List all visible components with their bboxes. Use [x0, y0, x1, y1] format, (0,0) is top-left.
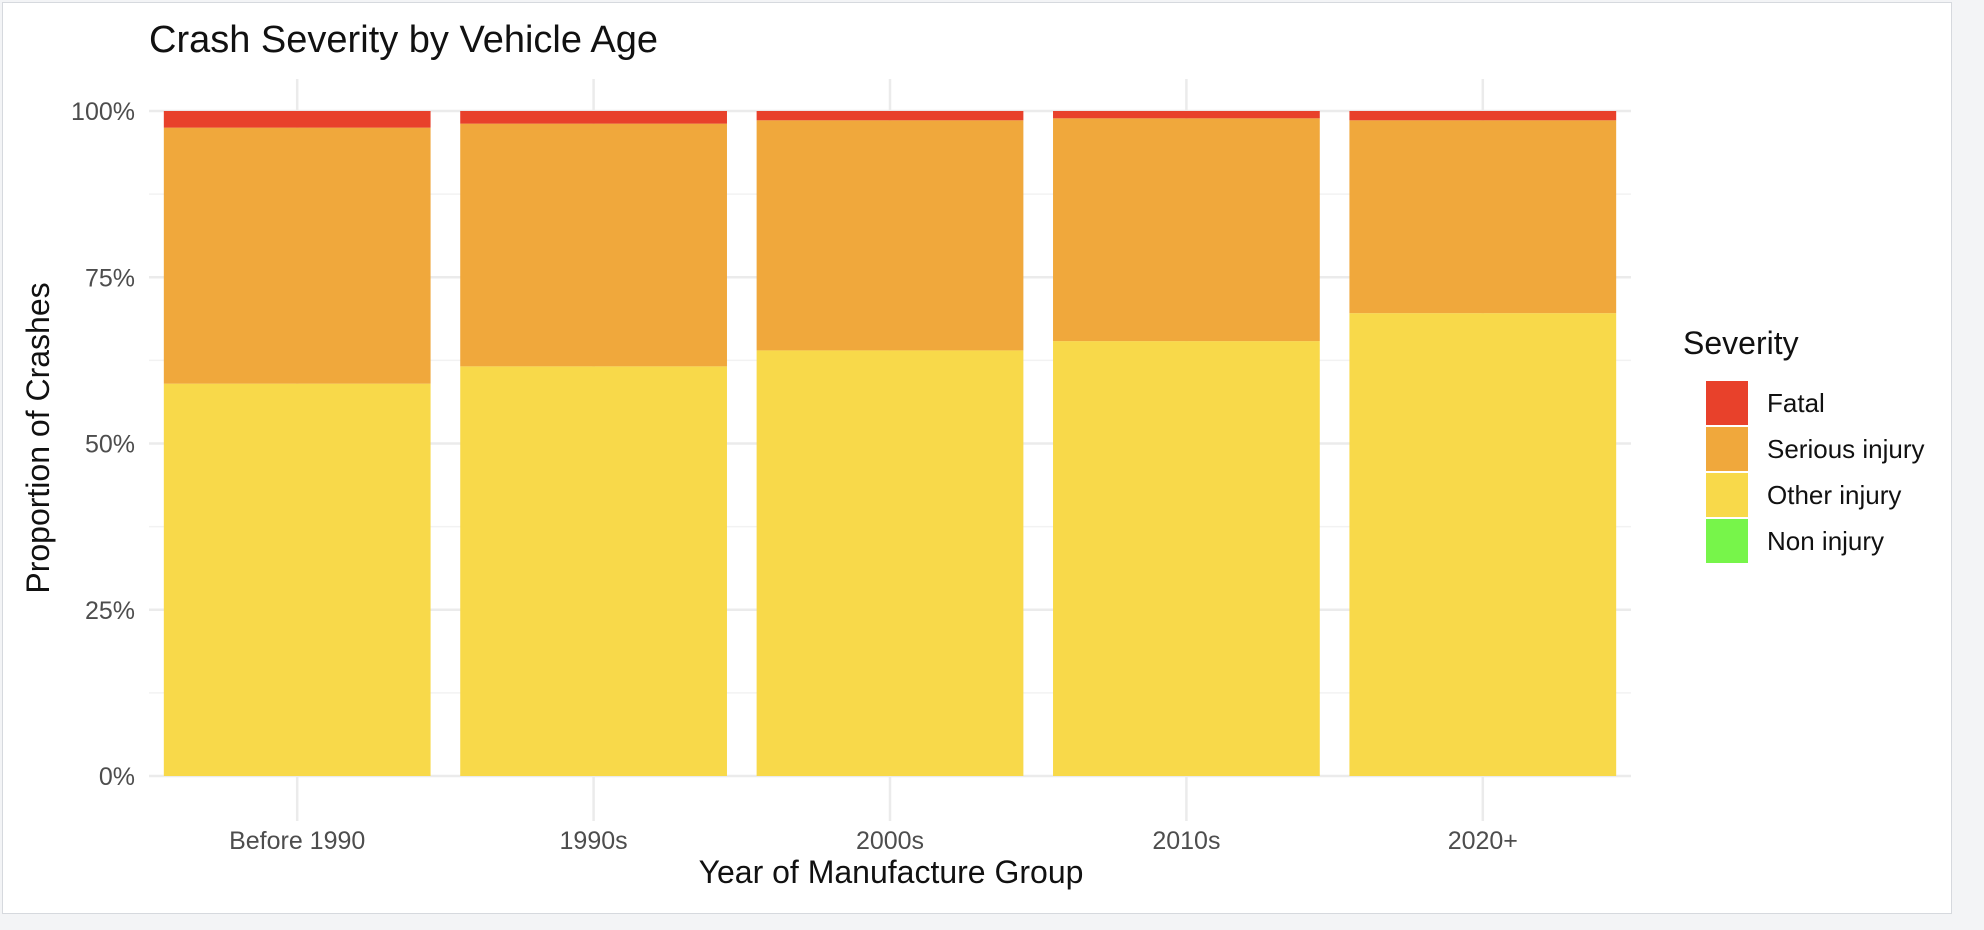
bar-segment-fatal [460, 111, 727, 124]
x-tick-label: Before 1990 [229, 827, 365, 855]
y-tick-label: 50% [85, 431, 135, 459]
y-tick-label: 0% [99, 763, 135, 791]
y-axis-title: Proportion of Crashes [20, 282, 56, 593]
legend-swatch [1706, 427, 1748, 471]
y-tick-label: 25% [85, 597, 135, 625]
chart-frame: 0% 25% 50% 75% 100% Before 1990 1990s 2000s 2010… [2, 2, 1952, 914]
bars [163, 111, 1617, 776]
bar-segment-serious-injury [1053, 118, 1320, 342]
legend-items: Fatal Serious injury Other injury Non injur… [1706, 381, 1925, 563]
legend: Severity Fatal Serious injury Other injury… [1683, 325, 1925, 563]
y-tick-label: 75% [85, 264, 135, 292]
legend-label: Serious injury [1767, 434, 1925, 464]
y-tick-label: 100% [71, 98, 135, 126]
bar-segment-other-injury [1349, 313, 1617, 776]
bar-segment-serious-injury [460, 123, 727, 367]
legend-swatch [1706, 473, 1748, 517]
x-tick-label: 2010s [1152, 827, 1220, 855]
bar-segment-fatal [1053, 111, 1320, 119]
x-tick-label: 1990s [560, 827, 628, 855]
bar-segment-fatal [1349, 111, 1617, 121]
x-tick-label: 2020+ [1448, 827, 1518, 855]
legend-label: Other injury [1767, 480, 1901, 510]
bar-segment-serious-injury [163, 127, 431, 384]
bar-segment-fatal [756, 111, 1024, 121]
chart-title: Crash Severity by Vehicle Age [149, 19, 658, 61]
legend-label: Non injury [1767, 526, 1884, 556]
bar-segment-other-injury [1053, 341, 1320, 776]
x-tick-label: 2000s [856, 827, 924, 855]
bar-segment-other-injury [163, 383, 431, 776]
bar-segment-other-injury [460, 366, 727, 776]
legend-label: Fatal [1767, 388, 1825, 418]
legend-title: Severity [1683, 325, 1799, 361]
legend-swatch [1706, 381, 1748, 425]
bar-segment-fatal [163, 111, 431, 128]
stacked-bar-chart: 0% 25% 50% 75% 100% Before 1990 1990s 2000s 2010… [20, 19, 1925, 890]
bar-segment-serious-injury [756, 120, 1024, 351]
bar-segment-other-injury [756, 350, 1024, 776]
axes: 0% 25% 50% 75% 100% Before 1990 1990s 2000s 2010… [71, 98, 1518, 855]
x-axis-title: Year of Manufacture Group [699, 854, 1084, 890]
legend-swatch [1706, 519, 1748, 563]
bar-segment-serious-injury [1349, 120, 1617, 314]
